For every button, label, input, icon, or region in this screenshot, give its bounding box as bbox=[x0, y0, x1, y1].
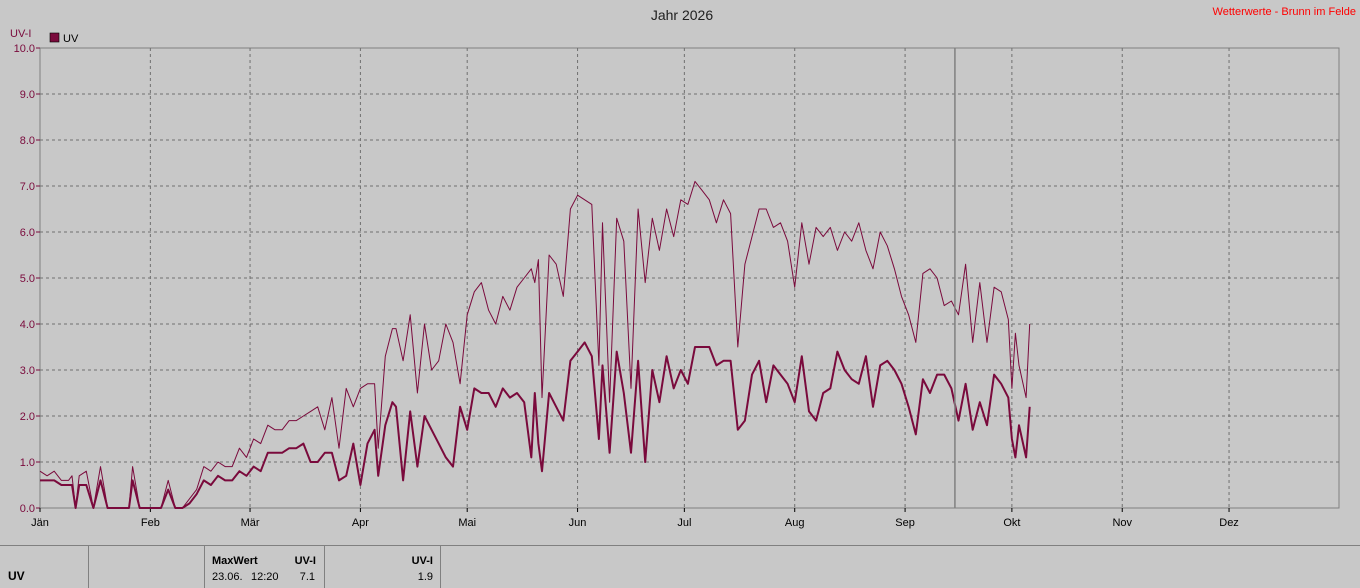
x-tick-label: Sep bbox=[895, 517, 915, 529]
footer-max-date: 23.06. bbox=[212, 571, 243, 583]
series-line-daily-max bbox=[39, 180, 1031, 509]
x-tick-label: Mai bbox=[458, 517, 476, 529]
y-tick-label: 3.0 bbox=[20, 365, 35, 377]
x-tick-label: Apr bbox=[352, 517, 369, 529]
legend-label: UV bbox=[63, 33, 79, 45]
x-tick-labels: Jän Feb Mär Apr Mai Jun Jul Aug Sep Okt Nov Dez bbox=[31, 508, 1239, 529]
y-tick-label: 6.0 bbox=[20, 227, 35, 239]
y-tick-labels: 0.0 1.0 2.0 3.0 4.0 5.0 6.0 7.0 8.0 9.0 10.0 bbox=[14, 43, 40, 515]
footer-current-cell: UV-I 1.9 bbox=[325, 546, 441, 588]
footer-series-cell: UV bbox=[0, 546, 89, 588]
x-tick-label: Mär bbox=[241, 517, 260, 529]
chart-title: Jahr 2026 bbox=[651, 7, 713, 23]
y-tick-label: 4.0 bbox=[20, 319, 35, 331]
footer-max-cell: MaxWert UV-I 23.06. 12:20 7.1 bbox=[205, 546, 325, 588]
x-gridlines bbox=[149, 48, 1230, 508]
x-tick-label: Dez bbox=[1219, 517, 1239, 529]
y-tick-label: 9.0 bbox=[20, 89, 35, 101]
x-tick-label: Jun bbox=[569, 517, 587, 529]
y-tick-label: 5.0 bbox=[20, 273, 35, 285]
x-tick-label: Jän bbox=[31, 517, 49, 529]
footer-max-time: 12:20 bbox=[251, 571, 279, 583]
legend-swatch bbox=[49, 32, 60, 43]
x-tick-label: Jul bbox=[677, 517, 691, 529]
series-line-daily-mean bbox=[40, 341, 1031, 509]
footer-table: UV MaxWert UV-I 23.06. 12:20 7.1 UV-I 1.… bbox=[0, 545, 1360, 588]
y-axis-label: UV-I bbox=[10, 28, 31, 40]
x-tick-label: Aug bbox=[785, 517, 805, 529]
y-tick-label: 10.0 bbox=[14, 43, 35, 55]
series-lines bbox=[39, 180, 1031, 509]
footer-max-unit: UV-I bbox=[294, 555, 316, 567]
footer-current-value: 1.9 bbox=[417, 571, 433, 583]
footer-series-label: UV bbox=[8, 569, 25, 583]
footer-max-title: MaxWert bbox=[212, 555, 258, 567]
y-tick-label: 8.0 bbox=[20, 135, 35, 147]
y-tick-label: 2.0 bbox=[20, 411, 35, 423]
footer-max-value: 7.1 bbox=[299, 571, 315, 583]
footer-current-unit: UV-I bbox=[411, 555, 433, 567]
y-tick-label: 1.0 bbox=[20, 457, 35, 469]
x-tick-label: Feb bbox=[141, 517, 160, 529]
x-tick-label: Okt bbox=[1003, 517, 1020, 529]
x-tick-label: Nov bbox=[1112, 517, 1132, 529]
source-label: Wetterwerte - Brunn im Felde bbox=[1213, 6, 1356, 18]
y-tick-label: 0.0 bbox=[20, 503, 35, 515]
y-tick-label: 7.0 bbox=[20, 181, 35, 193]
chart: Jahr 2026 Wetterwerte - Brunn im Felde U… bbox=[10, 6, 1356, 529]
footer-empty-cell bbox=[89, 546, 205, 588]
